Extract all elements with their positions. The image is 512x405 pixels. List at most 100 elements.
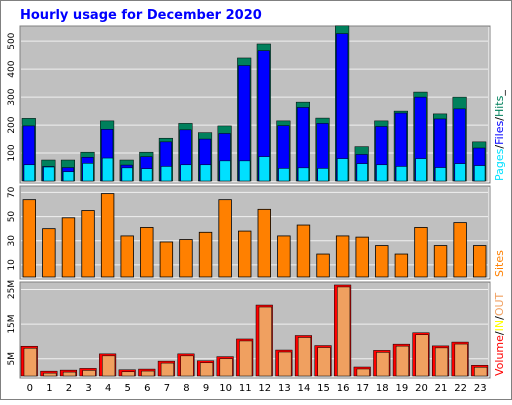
x-tick-label: 18 xyxy=(376,383,389,394)
legend-entry: Files xyxy=(493,120,506,144)
bar-volume-out xyxy=(200,362,214,377)
legend-entry: OUT xyxy=(493,292,506,316)
bar-pages xyxy=(415,158,427,182)
bar-volume-out xyxy=(239,340,253,377)
bar-pages xyxy=(356,163,368,182)
bar-volume-out xyxy=(297,337,311,377)
y-tick-label: 50 xyxy=(7,211,17,223)
bar-pages xyxy=(258,156,270,182)
legend-entry: / xyxy=(493,117,506,121)
x-tick-label: 0 xyxy=(27,383,33,394)
chart-panels: 100200300400500Pages/Files/Hits_10305070… xyxy=(7,25,506,394)
bar-volume-out xyxy=(43,372,57,377)
y-tick-label: 100 xyxy=(7,144,17,161)
bar-volume-out xyxy=(356,368,370,377)
bar-sites xyxy=(140,227,154,278)
x-tick-label: 11 xyxy=(239,383,252,394)
bar-volume-out xyxy=(395,345,409,377)
bar-pages xyxy=(395,166,407,182)
y-tick-label: 400 xyxy=(7,60,17,77)
legend-entry: / xyxy=(493,145,506,149)
x-tick-label: 9 xyxy=(203,383,209,394)
panel-background xyxy=(19,25,491,184)
bar-sites xyxy=(277,235,291,278)
bar-pages xyxy=(219,160,231,182)
y-tick-label: 25M xyxy=(7,280,17,299)
chart-title: Hourly usage for December 2020 xyxy=(20,8,262,23)
bar-pages xyxy=(297,167,309,182)
bar-pages xyxy=(317,168,329,182)
panel-background xyxy=(19,281,491,379)
bar-sites xyxy=(120,235,134,278)
bar-pages xyxy=(278,168,290,182)
x-tick-label: 3 xyxy=(85,383,91,394)
bar-volume-out xyxy=(23,347,37,377)
bar-volume-out xyxy=(160,362,174,377)
bar-sites xyxy=(433,245,448,278)
bar-sites xyxy=(238,230,252,278)
bar-pages xyxy=(454,163,466,182)
bar-pages xyxy=(141,168,153,182)
bar-volume-out xyxy=(141,370,155,377)
x-tick-label: 2 xyxy=(66,383,72,394)
bar-volume-out xyxy=(82,370,96,377)
bar-volume-out xyxy=(474,367,488,377)
x-tick-label: 17 xyxy=(356,383,369,394)
bar-volume-out xyxy=(278,351,292,377)
y-tick-label: 500 xyxy=(7,32,17,49)
x-tick-label: 15 xyxy=(317,383,330,394)
bar-sites xyxy=(179,239,193,278)
legend-entry: IN xyxy=(493,320,506,331)
bar-pages xyxy=(435,167,447,182)
x-tick-label: 19 xyxy=(396,383,409,394)
bar-volume-out xyxy=(337,286,351,377)
bar-pages xyxy=(82,163,94,182)
bar-sites xyxy=(159,241,174,278)
x-tick-label: 16 xyxy=(337,383,350,394)
y-tick-label: 10 xyxy=(7,259,17,271)
bar-sites xyxy=(375,245,389,278)
bar-sites xyxy=(394,253,409,278)
bar-pages xyxy=(376,164,388,182)
panel-legend: Pages/Files/Hits_ xyxy=(493,90,506,181)
legend-entry: / xyxy=(493,316,506,320)
legend-entry: Volume xyxy=(493,335,506,376)
legend-entry: _ xyxy=(493,90,506,97)
bar-sites xyxy=(42,228,56,278)
x-tick-label: 13 xyxy=(278,383,291,394)
y-tick-label: 70 xyxy=(7,186,17,198)
bar-sites xyxy=(257,208,271,278)
panel-sites: 10 30 50 70 Sites xyxy=(7,185,506,280)
bar-volume-out xyxy=(219,358,233,377)
bar-sites xyxy=(198,231,213,278)
panel-background xyxy=(19,185,491,280)
bar-sites xyxy=(355,236,369,278)
panel-requests: 100 200 300 400 500 Pages/Files/Hits_ xyxy=(7,25,506,184)
bar-volume-out xyxy=(376,352,390,377)
bar-volume-out xyxy=(435,347,449,377)
x-tick-label: 7 xyxy=(164,383,170,394)
bar-volume-out xyxy=(102,355,116,377)
bar-sites xyxy=(316,253,330,278)
y-tick-label: 200 xyxy=(7,116,17,133)
x-tick-label: 20 xyxy=(415,383,428,394)
bar-volume-out xyxy=(62,371,77,377)
bar-volume-out xyxy=(454,343,468,377)
bar-sites xyxy=(473,245,487,278)
x-tick-label: 10 xyxy=(219,383,232,394)
y-tick-label: 300 xyxy=(7,88,17,105)
bar-sites xyxy=(296,224,311,278)
bar-sites xyxy=(81,210,95,278)
x-tick-label: 14 xyxy=(298,383,311,394)
bar-pages xyxy=(239,160,251,182)
bar-pages xyxy=(160,166,172,182)
bar-pages xyxy=(121,167,133,182)
x-tick-label: 22 xyxy=(454,383,467,394)
bar-pages xyxy=(180,164,192,182)
legend-entry: / xyxy=(493,331,506,335)
bar-sites xyxy=(61,217,76,278)
x-tick-label: 1 xyxy=(46,383,52,394)
bar-sites xyxy=(335,235,350,278)
